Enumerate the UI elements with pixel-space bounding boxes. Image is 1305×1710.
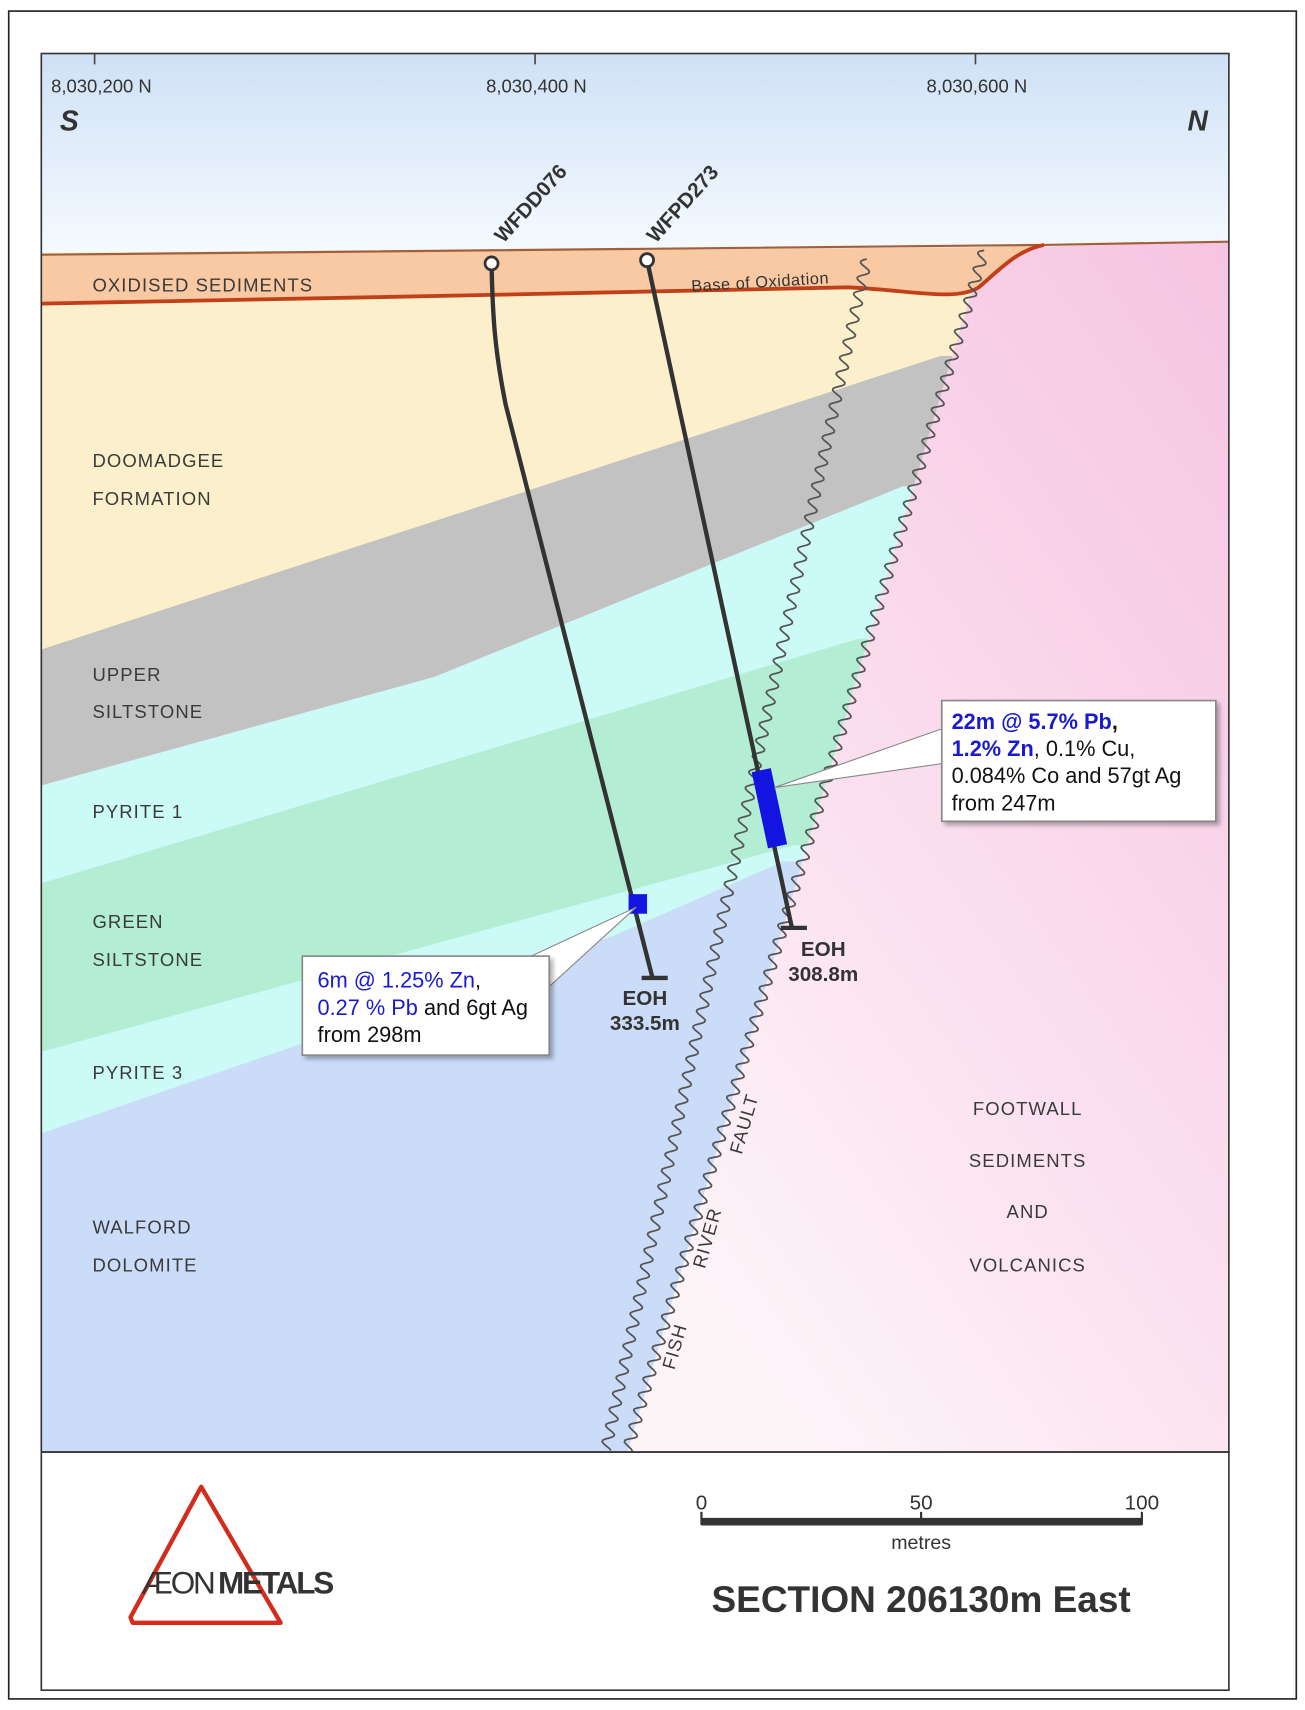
eoh-label: EOH [623, 987, 668, 1010]
layer-label: FOOTWALL [973, 1098, 1083, 1119]
intercept [751, 768, 788, 849]
layer-label: GREEN [92, 911, 163, 932]
layer-label: DOOMADGEE [92, 450, 224, 471]
scale-label: 100 [1125, 1492, 1159, 1515]
northing-ticks [93, 53, 977, 65]
intercept-text: from 247m [952, 790, 1056, 815]
intercept-text: 0.084% Co and 57gt Ag [952, 763, 1182, 788]
eoh-label: EOH [801, 938, 846, 961]
layer-label: SILTSTONE [92, 701, 203, 722]
northing-label: 8,030,200 N [51, 76, 152, 97]
layer-label: VOLCANICS [969, 1255, 1086, 1276]
text-run: , 0.1% Cu, [1034, 736, 1136, 761]
intercept-text: 0.27 % Pb and 6gt Ag [318, 995, 528, 1020]
eoh-depth: 333.5m [610, 1012, 680, 1035]
intercept-text: from 298m [318, 1022, 422, 1047]
text-run: , [475, 968, 481, 993]
text-run: METALS [218, 1564, 333, 1600]
logo: ÆON METALS [128, 1484, 335, 1625]
layer-label: UPPER [92, 664, 161, 685]
intercept-text: 22m @ 5.7% Pb, [952, 709, 1118, 734]
drillhole-trace [489, 263, 655, 979]
legend-frame [40, 1451, 1230, 1692]
text-run: 22m @ 5.7% Pb [952, 709, 1112, 734]
layer-label: FORMATION [92, 488, 211, 509]
eoh-depth: 308.8m [788, 963, 858, 986]
scale-label: 50 [910, 1492, 933, 1515]
fault-line [623, 249, 987, 1452]
northing-label: 8,030,400 N [486, 76, 587, 97]
fault-line [601, 258, 871, 1451]
scale-unit: metres [891, 1532, 951, 1554]
callout-box [301, 955, 551, 1056]
footwall-sediments [627, 241, 1229, 1453]
oxidised-sediments [41, 244, 1044, 304]
callout-box [940, 699, 1217, 823]
layer-label: PYRITE 1 [92, 801, 183, 822]
layer-label: PYRITE 3 [92, 1062, 183, 1083]
collar [639, 252, 655, 269]
layer-label: SEDIMENTS [969, 1150, 1087, 1171]
text-run: ÆON [141, 1564, 214, 1600]
base-of-oxidation-line [41, 243, 1045, 306]
text-run: 0.27 % Pb [318, 995, 418, 1020]
text-run: and 6gt Ag [418, 995, 528, 1020]
northing-label: 8,030,600 N [927, 76, 1028, 97]
south-label: S [60, 105, 79, 137]
layer-label: AND [1007, 1201, 1049, 1222]
intercept-text: 1.2% Zn, 0.1% Cu, [952, 736, 1136, 761]
layer-label: OXIDISED SEDIMENTS [92, 275, 313, 296]
fault-lines [601, 249, 987, 1452]
section-title: SECTION 206130m East [712, 1579, 1131, 1620]
logo-text: ÆON METALS [141, 1564, 333, 1600]
text-run: 1.2% Zn [952, 736, 1034, 761]
scale-label: 0 [696, 1492, 708, 1515]
logo-triangle [128, 1484, 283, 1625]
intercept-text: 6m @ 1.25% Zn, [318, 968, 482, 993]
text-run: , [1112, 709, 1118, 734]
layer-label: SILTSTONE [92, 949, 203, 970]
text-run: 6m @ 1.25% Zn [318, 968, 475, 993]
north-label: N [1188, 105, 1209, 137]
layer-label: DOLOMITE [92, 1255, 197, 1276]
collar [483, 255, 500, 272]
layer-label: WALFORD [92, 1216, 191, 1237]
sky [41, 53, 1229, 261]
